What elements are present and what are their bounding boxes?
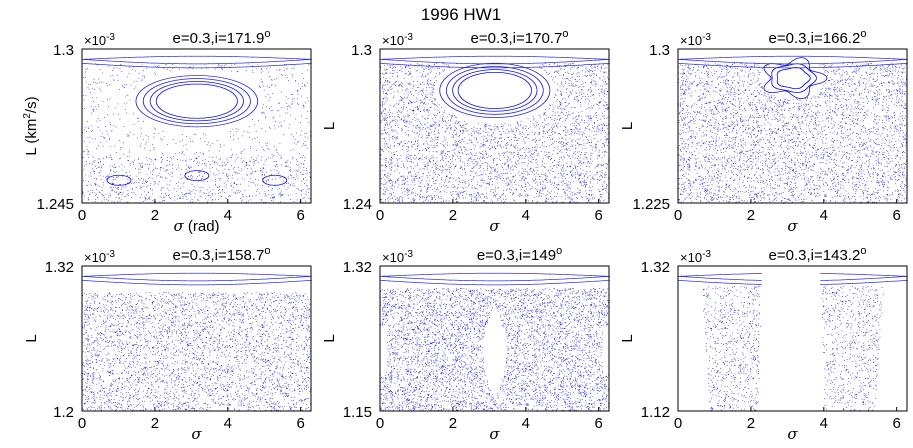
exponent-label: ×10-3: [680, 32, 711, 48]
y-tick-label-min: 1.245: [36, 196, 74, 213]
exponent-label: ×10-3: [382, 32, 413, 48]
x-axis-label: σ (rad): [173, 217, 219, 235]
x-tick-label: 4: [522, 415, 530, 432]
y-tick-label-min: 1.225: [632, 196, 670, 213]
x-axis-label: σ: [787, 425, 798, 443]
x-tick-label: 2: [151, 415, 159, 432]
x-axis-label: σ: [489, 217, 500, 235]
subplot-2: 0 2 4 6 1.24 1.3 ×10-3 e=0.3,i=170.7o σ L: [321, 28, 610, 235]
exponent-label: ×10-3: [84, 32, 115, 48]
axes-frame: [379, 48, 610, 204]
y-axis-label: L: [23, 334, 40, 342]
subplot-title: e=0.3,i=171.9o: [173, 28, 271, 47]
x-tick-label: 6: [893, 207, 901, 224]
exponent-label: ×10-3: [382, 249, 413, 265]
subplot-1: 0 2 4 6 1.245 1.3 ×10-3 e=0.3,i=171.9o σ (rad) L …: [22, 28, 312, 235]
x-tick-label: 2: [449, 415, 457, 432]
x-tick-label: 6: [297, 207, 305, 224]
x-tick-label: 2: [747, 207, 755, 224]
subplot-6: 0 2 4 6 1.12 1.32 ×10-3 e=0.3,i=143.2o σ L: [619, 245, 908, 443]
x-tick-label: 2: [151, 207, 159, 224]
x-tick-label: 0: [674, 415, 682, 432]
x-tick-label: 6: [595, 415, 603, 432]
x-tick-label: 4: [224, 207, 232, 224]
axes-frame: [81, 48, 312, 204]
y-tick-label-max: 1.3: [351, 42, 372, 59]
x-axis-label: σ: [191, 425, 202, 443]
x-tick-label: 2: [449, 207, 457, 224]
subplot-title: e=0.3,i=170.7o: [471, 28, 569, 47]
x-tick-label: 6: [595, 207, 603, 224]
y-tick-label-max: 1.3: [53, 42, 74, 59]
subplot-title: e=0.3,i=166.2o: [769, 28, 867, 47]
figure-title: 1996 HW1: [421, 5, 501, 24]
subplot-title: e=0.3,i=149o: [477, 245, 562, 264]
y-axis-label: L: [619, 334, 636, 342]
y-axis-label: L (km2/s): [22, 96, 40, 155]
axes-frame: [677, 48, 908, 204]
scatter-points: [678, 55, 908, 204]
y-axis-label: L: [321, 122, 338, 130]
y-axis-label: L: [619, 122, 636, 130]
scatter-points: [82, 272, 312, 412]
axes-frame: [677, 265, 908, 412]
scatter-points: [82, 55, 312, 204]
point-cloud: [380, 55, 610, 204]
x-tick-label: 0: [78, 207, 86, 224]
exponent-label: ×10-3: [84, 249, 115, 265]
x-axis-label: σ: [489, 425, 500, 443]
x-tick-label: 0: [376, 415, 384, 432]
axes-frame: [379, 265, 610, 412]
scatter-points: [678, 273, 908, 412]
point-cloud: [380, 272, 610, 412]
x-tick-label: 6: [297, 415, 305, 432]
point-cloud: [678, 55, 908, 204]
y-tick-label-min: 1.24: [343, 196, 372, 213]
x-axis-label: σ: [787, 217, 798, 235]
axes-frame: [81, 265, 312, 412]
subplot-title: e=0.3,i=143.2o: [769, 245, 867, 264]
subplot-title: e=0.3,i=158.7o: [173, 245, 271, 264]
y-tick-label-min: 1.2: [53, 404, 74, 421]
y-tick-label-max: 1.32: [343, 259, 372, 276]
point-cloud: [82, 272, 312, 412]
y-axis-label: L: [321, 334, 338, 342]
scatter-points: [380, 272, 610, 412]
subplot-4: 0 2 4 6 1.2 1.32 ×10-3 e=0.3,i=158.7o σ L: [23, 245, 312, 443]
y-tick-label-max: 1.3: [649, 42, 670, 59]
x-tick-label: 4: [820, 415, 828, 432]
exponent-label: ×10-3: [680, 249, 711, 265]
x-tick-label: 0: [674, 207, 682, 224]
x-tick-label: 0: [376, 207, 384, 224]
y-tick-label-min: 1.12: [641, 404, 670, 421]
x-tick-label: 4: [820, 207, 828, 224]
x-tick-label: 0: [78, 415, 86, 432]
x-tick-label: 2: [747, 415, 755, 432]
subplot-3: 0 2 4 6 1.225 1.3 ×10-3 e=0.3,i=166.2o σ L: [619, 28, 908, 235]
x-tick-label: 4: [522, 207, 530, 224]
y-tick-label-max: 1.32: [45, 259, 74, 276]
y-tick-label-max: 1.32: [641, 259, 670, 276]
point-cloud: [678, 273, 908, 412]
point-cloud: [82, 55, 312, 204]
x-tick-label: 4: [224, 415, 232, 432]
subplot-5: 0 2 4 6 1.15 1.32 ×10-3 e=0.3,i=149o σ L: [321, 245, 610, 443]
y-tick-label-min: 1.15: [343, 404, 372, 421]
x-tick-label: 6: [893, 415, 901, 432]
scatter-points: [380, 55, 610, 204]
